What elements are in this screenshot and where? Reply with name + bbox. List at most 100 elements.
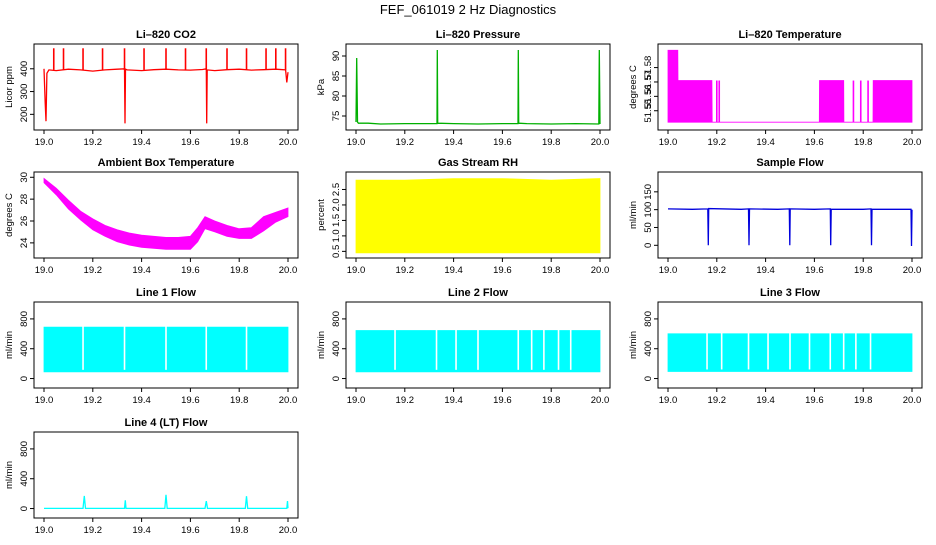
x-tick-label: 20.0 [279,525,298,536]
x-tick-label: 19.4 [756,265,775,276]
y-tick-label: 400 [331,341,342,357]
x-tick-label: 19.0 [347,265,366,276]
x-tick-label: 19.6 [493,265,512,276]
chart-title: Li–820 CO2 [136,29,196,41]
data-band [667,49,913,123]
y-tick-label: 26 [19,216,30,227]
y-axis-label: ml/min [316,331,327,359]
x-tick-label: 19.0 [347,137,366,148]
y-tick-label: 0 [19,506,30,511]
y-tick-label: 24 [19,238,30,249]
x-tick-label: 19.6 [181,395,200,406]
x-tick-label: 19.2 [396,265,415,276]
y-tick-label: 0 [19,376,30,381]
x-tick-label: 19.2 [396,395,415,406]
x-tick-label: 20.0 [591,265,610,276]
data-series-line [44,494,289,510]
figure-title: FEF_061019 2 Hz Diagnostics [380,2,557,17]
x-tick-label: 19.8 [230,525,249,536]
plot-frame [345,43,611,131]
y-tick-label: 0 [331,376,342,381]
x-tick-label: 20.0 [903,395,922,406]
x-tick-label: 19.0 [659,265,678,276]
y-axis-label: Licor ppm [4,66,15,108]
plot-frame [345,301,611,389]
data-series-line [355,49,601,125]
y-axis-label: kPa [316,78,327,95]
y-tick-label: 800 [643,311,654,327]
y-tick-label: 1.5 [331,214,342,227]
chart-panel: Line 4 (LT) Flow 19.0 19.2 19.4 19.6 19.8 20.0… [4,417,299,536]
x-tick-label: 20.0 [279,137,298,148]
x-tick-label: 19.2 [708,137,727,148]
x-tick-label: 19.0 [35,395,54,406]
x-tick-label: 19.6 [181,525,200,536]
plot-frame [345,171,611,259]
x-tick-label: 19.6 [181,265,200,276]
data-band [355,178,601,254]
x-tick-label: 19.8 [230,137,249,148]
x-tick-label: 19.6 [805,395,824,406]
x-tick-label: 19.4 [756,395,775,406]
chart-title: Ambient Box Temperature [98,157,235,169]
x-tick-label: 19.8 [854,265,873,276]
x-tick-label: 19.6 [805,265,824,276]
x-tick-label: 19.4 [444,265,463,276]
x-tick-label: 19.2 [708,395,727,406]
chart-panel: Li–820 CO2 19.0 19.2 19.4 19.6 19.8 20.0 200 300… [4,29,299,148]
y-tick-label: 400 [643,341,654,357]
x-tick-label: 19.8 [230,265,249,276]
plot-frame [33,431,299,519]
y-tick-label: 0 [643,376,654,381]
plot-frame [33,171,299,259]
x-tick-label: 19.6 [181,137,200,148]
y-axis-label: ml/min [4,461,15,489]
y-tick-label: 30 [19,172,30,183]
x-tick-label: 19.0 [659,395,678,406]
x-tick-label: 20.0 [591,137,610,148]
y-tick-label: 2.5 [331,183,342,196]
y-tick-label: 300 [19,84,30,100]
y-tick-label: 800 [19,311,30,327]
x-tick-label: 19.8 [542,395,561,406]
y-tick-label: 51.56 [643,84,654,108]
y-tick-label: 90 [331,51,342,62]
x-tick-label: 19.4 [756,137,775,148]
y-axis-label: degrees C [4,193,15,237]
chart-panel: Line 3 Flow 19.0 19.2 19.4 19.6 19.8 20.0 0 400 8… [628,287,923,406]
y-axis-label: ml/min [4,331,15,359]
y-tick-label: 51.58 [643,56,654,80]
y-axis-label: ml/min [628,201,639,229]
x-tick-label: 19.0 [347,395,366,406]
y-tick-label: 400 [19,471,30,487]
x-tick-label: 19.8 [542,265,561,276]
y-tick-label: 400 [19,61,30,77]
chart-panel: Ambient Box Temperature 19.0 19.2 19.4 19.6 1… [4,157,299,276]
x-tick-label: 19.0 [35,525,54,536]
chart-panel: Sample Flow 19.0 19.2 19.4 19.6 19.8 20.0 0 50 10… [628,157,923,276]
x-tick-label: 19.4 [444,395,463,406]
y-tick-label: 100 [643,202,654,218]
x-tick-label: 19.2 [84,395,103,406]
y-tick-label: 2.0 [331,198,342,211]
y-tick-label: 1.0 [331,229,342,242]
y-tick-label: 80 [331,91,342,102]
x-tick-label: 19.4 [132,265,151,276]
x-tick-label: 19.8 [854,395,873,406]
y-tick-label: 0 [643,243,654,248]
chart-title: Line 2 Flow [448,287,508,299]
y-axis-label: ml/min [628,331,639,359]
x-tick-label: 19.8 [854,137,873,148]
x-tick-label: 20.0 [903,137,922,148]
chart-title: Gas Stream RH [438,157,518,169]
plot-frame [657,43,923,131]
x-tick-label: 19.4 [132,137,151,148]
y-tick-label: 28 [19,194,30,205]
x-tick-label: 19.4 [132,395,151,406]
y-axis-label: percent [316,199,327,231]
chart-panel: Li–820 Temperature 19.0 19.2 19.4 19.6 19.8 20… [628,29,923,148]
y-tick-label: 51.55 [643,99,654,123]
